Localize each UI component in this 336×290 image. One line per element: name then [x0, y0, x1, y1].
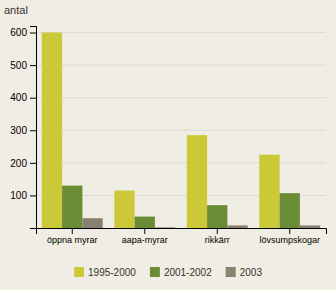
legend-label: 2003 — [240, 267, 263, 278]
bar-series — [42, 33, 280, 228]
bar — [300, 225, 320, 228]
bar — [227, 225, 247, 228]
grid-line — [36, 32, 326, 33]
bar — [207, 205, 227, 228]
y-tick-label: 400 — [10, 92, 27, 103]
chart: 100 200 300 400 500 600 öppna myrar aapa-myrar r… — [0, 0, 336, 290]
legend-item: 1995-2000 — [74, 267, 136, 278]
y-tick-mark — [30, 130, 36, 131]
x-tick-label: öppna myrar — [47, 235, 98, 245]
x-tick-label: rikkärr — [205, 235, 230, 245]
y-tick-mark — [30, 163, 36, 164]
y-axis: 100 200 300 400 500 600 — [10, 27, 36, 229]
bar — [114, 191, 134, 228]
legend-swatch — [150, 267, 160, 277]
bar-series — [62, 186, 300, 228]
grid-line — [36, 97, 326, 98]
y-tick: 400 — [10, 92, 36, 103]
y-axis-title: antal — [4, 4, 28, 16]
legend-label: 2001-2002 — [164, 267, 212, 278]
y-tick-mark — [30, 65, 36, 66]
y-tick: 200 — [10, 158, 36, 169]
y-tick-label: 100 — [10, 190, 27, 201]
y-tick-mark — [30, 33, 36, 34]
y-tick-label: 300 — [10, 125, 27, 136]
y-tick: 100 — [10, 190, 36, 201]
x-tick-mark — [289, 228, 290, 234]
legend-swatch — [226, 267, 236, 277]
y-tick-label: 500 — [10, 60, 27, 71]
bar — [280, 193, 300, 228]
grid-line — [36, 130, 326, 131]
x-axis: öppna myrar aapa-myrar rikkärr lövsumpskoga… — [37, 228, 327, 245]
x-tick-label: lövsumpskogar — [259, 235, 320, 245]
bar — [135, 217, 155, 228]
x-tick: lövsumpskogar — [259, 228, 320, 245]
legend-item: 2001-2002 — [150, 267, 212, 278]
bar-series — [82, 218, 320, 228]
bar — [155, 227, 175, 228]
y-tick-label: 600 — [10, 27, 27, 38]
x-tick: rikkärr — [205, 228, 230, 245]
y-tick-label: 200 — [10, 158, 27, 169]
bars — [42, 33, 320, 228]
legend-label: 1995-2000 — [88, 267, 136, 278]
legend-item: 2003 — [226, 267, 263, 278]
grid-line — [36, 162, 326, 163]
x-tick-label: aapa-myrar — [122, 235, 168, 245]
grid-line — [36, 65, 326, 66]
legend: 1995-2000 2001-2002 2003 — [74, 267, 262, 278]
y-tick: 500 — [10, 60, 36, 71]
x-tick-mark — [72, 228, 73, 234]
x-tick-mark — [217, 228, 218, 234]
plot: 100 200 300 400 500 600 öppna myrar aapa-myrar r… — [10, 27, 326, 246]
y-axis-line — [30, 27, 37, 229]
x-tick: öppna myrar — [47, 228, 98, 245]
x-axis-line — [37, 229, 327, 235]
x-tick-mark — [144, 228, 145, 234]
y-tick: 300 — [10, 125, 36, 136]
x-tick: aapa-myrar — [122, 228, 168, 245]
bar — [42, 33, 62, 228]
y-tick-mark — [30, 195, 36, 196]
grid — [36, 33, 326, 196]
legend-swatch — [74, 267, 84, 277]
y-tick-mark — [30, 98, 36, 99]
bar — [259, 155, 279, 228]
bar — [82, 218, 102, 228]
bar — [62, 186, 82, 228]
y-tick: 600 — [10, 27, 36, 38]
bar — [187, 135, 207, 228]
